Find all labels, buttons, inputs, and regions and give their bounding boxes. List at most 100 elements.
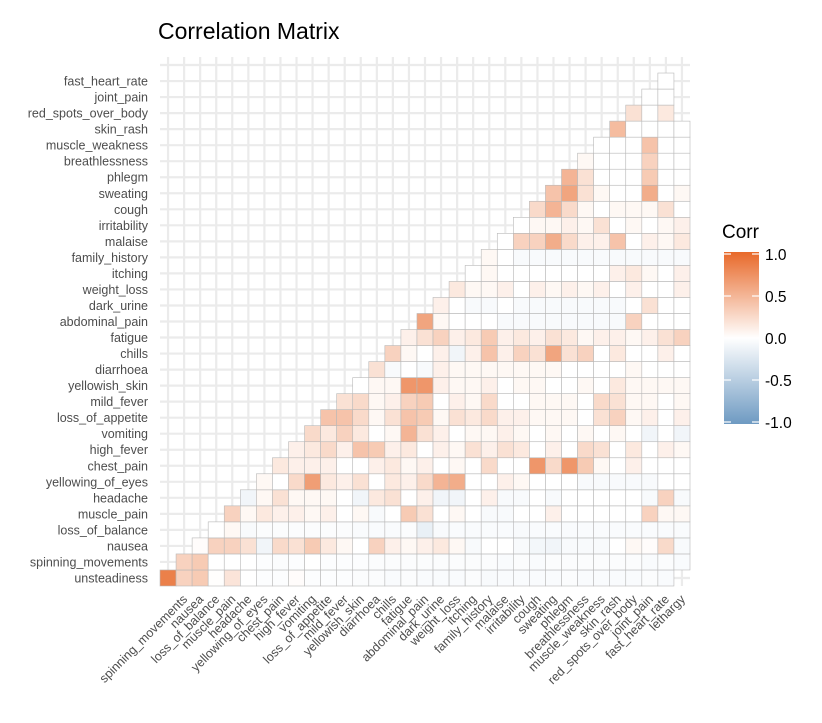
heatmap-cell — [464, 281, 482, 298]
heatmap-cell — [593, 265, 610, 282]
heatmap-cell — [641, 297, 659, 314]
heatmap-cell — [625, 200, 643, 218]
heatmap-cell — [577, 553, 594, 571]
heatmap-cell — [416, 457, 434, 475]
y-tick-label: malaise — [105, 235, 148, 249]
heatmap-cell — [561, 200, 578, 218]
heatmap-cell — [464, 489, 482, 507]
heatmap-cell — [320, 553, 337, 571]
y-tick-label: loss_of_balance — [58, 523, 148, 537]
heatmap-cells — [159, 72, 691, 587]
heatmap-cell — [320, 457, 337, 475]
heatmap-cell — [593, 200, 610, 218]
heatmap-cell — [577, 313, 594, 330]
heatmap-cell — [577, 233, 594, 250]
heatmap-cell — [384, 569, 402, 587]
heatmap-cell — [641, 361, 659, 378]
heatmap-cell — [320, 473, 337, 491]
heatmap-cell — [609, 537, 627, 555]
heatmap-cell — [625, 537, 643, 555]
heatmap-cell — [641, 537, 659, 555]
heatmap-cell — [432, 409, 450, 426]
heatmap-cell — [657, 441, 675, 459]
heatmap-cell — [400, 569, 418, 587]
heatmap-cell — [673, 152, 691, 170]
heatmap-cell — [593, 553, 610, 571]
heatmap-cell — [368, 489, 386, 507]
heatmap-cell — [400, 457, 418, 475]
heatmap-cell — [384, 345, 402, 362]
heatmap-cell — [480, 473, 498, 491]
heatmap-cell — [336, 489, 354, 507]
heatmap-cell — [641, 168, 659, 186]
heatmap-cell — [448, 553, 466, 571]
heatmap-cell — [272, 473, 289, 491]
heatmap-cell — [561, 168, 578, 186]
heatmap-cell — [609, 569, 627, 587]
heatmap-cell — [400, 489, 418, 507]
heatmap-cell — [577, 489, 594, 507]
heatmap-cell — [432, 377, 450, 394]
heatmap-cell — [529, 265, 546, 282]
heatmap-cell — [448, 537, 466, 555]
heatmap-cell — [657, 88, 675, 106]
heatmap-cell — [609, 281, 627, 298]
heatmap-cell — [561, 505, 578, 523]
heatmap-cell — [545, 313, 562, 330]
heatmap-cell — [480, 521, 498, 539]
heatmap-cell — [529, 217, 546, 234]
heatmap-cell — [529, 425, 546, 443]
heatmap-cell — [480, 265, 498, 282]
heatmap-cell — [625, 120, 643, 138]
heatmap-cell — [304, 441, 321, 459]
heatmap-cell — [352, 537, 370, 555]
heatmap-cell — [625, 281, 643, 298]
heatmap-cell — [673, 441, 691, 459]
legend-tick-label: 1.0 — [765, 247, 787, 264]
heatmap-cell — [609, 457, 627, 475]
heatmap-cell — [657, 297, 675, 314]
heatmap-cell — [496, 537, 514, 555]
heatmap-cell — [464, 553, 482, 571]
heatmap-cell — [625, 521, 643, 539]
heatmap-cell — [320, 425, 337, 443]
heatmap-cell — [625, 361, 643, 378]
heatmap-cell — [368, 505, 386, 523]
heatmap-cell — [513, 313, 530, 330]
heatmap-cell — [352, 377, 370, 394]
heatmap-cell — [480, 569, 498, 587]
heatmap-cell — [256, 489, 273, 507]
heatmap-cell — [448, 361, 466, 378]
heatmap-cell — [673, 265, 691, 282]
heatmap-cell — [657, 168, 675, 186]
heatmap-cell — [593, 457, 610, 475]
heatmap-cell — [593, 505, 610, 523]
heatmap-cell — [593, 361, 610, 378]
heatmap-cell — [496, 345, 514, 362]
heatmap-cell — [673, 249, 691, 266]
y-tick-label: muscle_pain — [78, 507, 148, 521]
heatmap-cell — [561, 441, 578, 459]
heatmap-cell — [448, 521, 466, 539]
heatmap-cell — [609, 152, 627, 170]
heatmap-cell — [561, 281, 578, 298]
heatmap-cell — [304, 569, 321, 587]
heatmap-cell — [513, 281, 530, 298]
heatmap-cell — [400, 473, 418, 491]
heatmap-cell — [304, 505, 321, 523]
heatmap-cell — [513, 393, 530, 410]
heatmap-cell — [416, 521, 434, 539]
heatmap-cell — [448, 313, 466, 330]
heatmap-cell — [625, 457, 643, 475]
heatmap-cell — [577, 473, 594, 491]
heatmap-cell — [625, 152, 643, 170]
heatmap-cell — [673, 361, 691, 378]
heatmap-cell — [593, 168, 610, 186]
heatmap-cell — [464, 297, 482, 314]
heatmap-cell — [448, 377, 466, 394]
heatmap-cell — [304, 489, 321, 507]
y-tick-label: weight_loss — [82, 283, 148, 297]
heatmap-cell — [609, 393, 627, 410]
heatmap-cell — [545, 265, 562, 282]
heatmap-cell — [480, 329, 498, 346]
